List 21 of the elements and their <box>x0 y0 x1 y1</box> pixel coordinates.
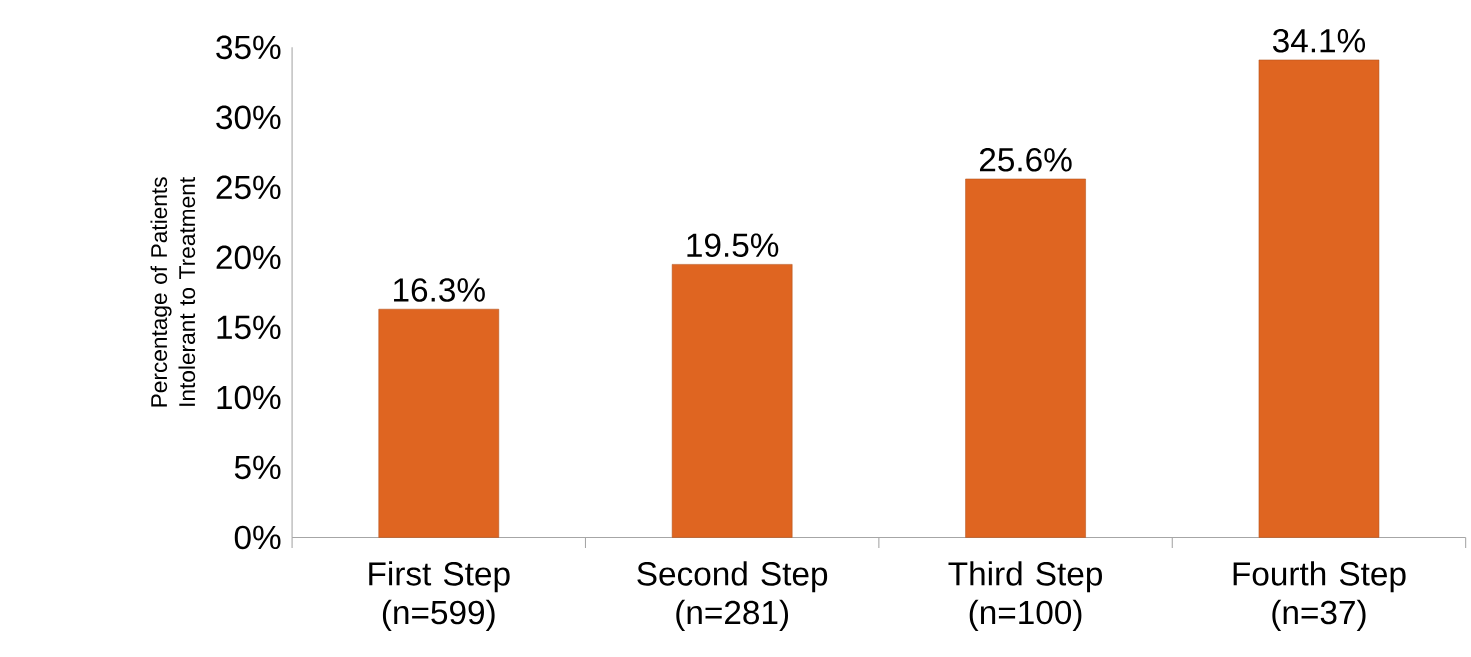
y-tick-label: 10% <box>217 385 281 409</box>
y-tick-label: 15% <box>217 315 281 339</box>
bar <box>671 263 793 538</box>
y-tick-label: 35% <box>216 35 281 59</box>
bar <box>965 178 1086 538</box>
data-label: 16.3% <box>394 277 485 302</box>
y-tick-label: 30% <box>216 105 281 129</box>
y-axis-title: Percentage of Patients Intolerant to Treatment <box>150 176 196 407</box>
x-tick-label: Fourth Step (n=37) <box>1233 560 1406 631</box>
y-tick-label: 25% <box>216 175 281 199</box>
y-tick-label: 5% <box>234 455 281 479</box>
x-tick-label: First Step (n=599) <box>369 560 510 631</box>
data-label: 25.6% <box>979 147 1072 172</box>
bar <box>1258 59 1380 538</box>
data-label: 34.1% <box>1272 28 1366 53</box>
y-tick-label: 20% <box>216 245 281 269</box>
x-tick-label: Third Step (n=100) <box>948 560 1102 631</box>
y-tick-label: 0% <box>234 525 281 550</box>
x-tick-label: Second Step (n=281) <box>637 560 828 631</box>
bar <box>378 308 500 538</box>
data-label: 19.5% <box>687 233 779 257</box>
